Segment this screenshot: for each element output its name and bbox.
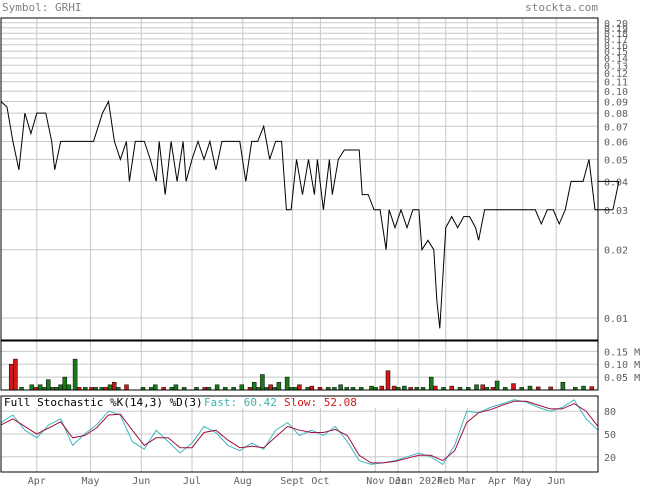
x-tick-label: Jan 2024	[395, 476, 443, 486]
price-line	[0, 99, 620, 329]
fast-value-label: Fast: 60.42	[204, 396, 277, 409]
price-panel: 0.01 0.02 0.03 0.04 0.05 0.06 0.07 0.080.090.10…	[0, 17, 628, 341]
x-tick-label: Feb	[437, 476, 455, 486]
price-tick-label: 0.11	[604, 78, 628, 89]
volume-bar	[46, 379, 51, 391]
volume-bar	[494, 380, 500, 391]
x-tick-label: Apr	[28, 476, 46, 486]
volume-bar	[251, 382, 257, 391]
volume-frame	[0, 340, 599, 391]
price-tick-label: 0.08	[604, 109, 628, 120]
price-tick-label: 0.10	[604, 87, 628, 98]
price-tick-label: 0.18	[604, 29, 628, 40]
volume-bar	[391, 385, 397, 391]
volume-tick-label: 0.05 M	[604, 373, 640, 384]
volume-bar	[338, 384, 343, 391]
volume-bar	[402, 385, 407, 391]
symbol-label: Symbol: GRHI	[2, 1, 81, 14]
x-tick-label: Oct	[311, 476, 329, 486]
price-tick-label: 0.13	[604, 61, 628, 72]
volume-bar	[480, 384, 485, 391]
volume-bar	[449, 385, 455, 391]
volume-bar	[560, 382, 566, 391]
volume-bar	[58, 384, 63, 391]
volume-bar	[276, 382, 282, 391]
x-tick-label: Dec	[389, 476, 407, 486]
price-tick-label: 0.06	[604, 137, 628, 148]
stoch-tick-label: 50	[604, 430, 616, 441]
price-tick-label: 0.17	[604, 35, 628, 46]
price-tick-label: 0.03	[604, 206, 628, 217]
volume-bar	[153, 384, 158, 391]
volume-bar	[13, 358, 18, 391]
slow-value-label: Slow: 52.08	[284, 396, 357, 409]
x-tick-label: Apr	[488, 476, 506, 486]
volume-bar	[107, 384, 113, 391]
volume-bar	[268, 384, 273, 391]
x-tick-label: May	[514, 476, 532, 486]
volume-bar	[72, 358, 78, 391]
volume-bar	[433, 385, 438, 391]
price-tick-label: 0.15	[604, 47, 628, 58]
price-tick-label: 0.04	[604, 177, 628, 188]
volume-bar	[297, 384, 302, 391]
volume-bar	[369, 385, 374, 391]
volume-bar	[124, 384, 129, 391]
site-label: stockta.com	[525, 1, 598, 14]
x-tick-label: Sept	[280, 476, 304, 486]
volume-bar	[37, 384, 43, 391]
volume-bar	[239, 384, 245, 391]
x-tick-label: Aug	[234, 476, 252, 486]
x-tick-label: May	[82, 476, 100, 486]
stoch-tick-label: 80	[604, 407, 616, 418]
price-tick-label: 0.07	[604, 122, 628, 133]
price-tick-label: 0.19	[604, 24, 628, 35]
volume-bar	[309, 385, 315, 391]
volume-bar	[527, 385, 533, 391]
volume-bar	[214, 384, 220, 391]
x-tick-label: Nov	[366, 476, 384, 486]
x-tick-label: Mar	[458, 476, 476, 486]
price-frame	[0, 17, 599, 341]
volume-tick-label: 0.15 M	[604, 347, 640, 358]
x-tick-label: Jun	[132, 476, 150, 486]
volume-tick-label: 0.10 M	[604, 360, 640, 371]
volume-bar	[8, 363, 14, 391]
stochastic-panel: Full Stochastic %K(14,3) %D(3) Fast: 60.…	[0, 395, 616, 473]
price-tick-label: 0.05	[604, 155, 628, 166]
volume-bar	[29, 384, 35, 391]
x-tick-label: Jul	[183, 476, 201, 486]
stoch-tick-label: 20	[604, 453, 616, 464]
volume-bar	[474, 384, 479, 391]
price-tick-label: 0.02	[604, 246, 628, 257]
volume-bar	[385, 370, 391, 391]
price-tick-label: 0.14	[604, 54, 628, 65]
volume-bar	[62, 376, 68, 391]
stochastic-title: Full Stochastic %K(14,3) %D(3)	[4, 396, 203, 409]
price-tick-label: 0.16	[604, 41, 628, 52]
price-tick-label: 0.20	[604, 19, 628, 30]
volume-bar	[173, 384, 179, 391]
price-tick-label: 0.01	[604, 314, 628, 325]
volume-bar	[589, 386, 595, 391]
fast-line	[0, 399, 599, 466]
volume-bar	[284, 376, 290, 391]
x-tick-label: Jun	[547, 476, 565, 486]
price-tick-label: 0.09	[604, 97, 628, 108]
volume-bar	[66, 384, 72, 391]
volume-bar	[379, 385, 385, 391]
price-tick-label: 0.12	[604, 69, 628, 80]
slow-line	[0, 400, 599, 464]
stoch-frame	[0, 395, 599, 473]
volume-bar	[428, 376, 434, 391]
volume-bar	[111, 382, 117, 391]
volume-bar	[260, 374, 265, 391]
volume-bar	[581, 385, 586, 391]
volume-panel: 0.05 M 0.10 M 0.15 M	[0, 340, 640, 391]
volume-bar	[511, 383, 516, 391]
